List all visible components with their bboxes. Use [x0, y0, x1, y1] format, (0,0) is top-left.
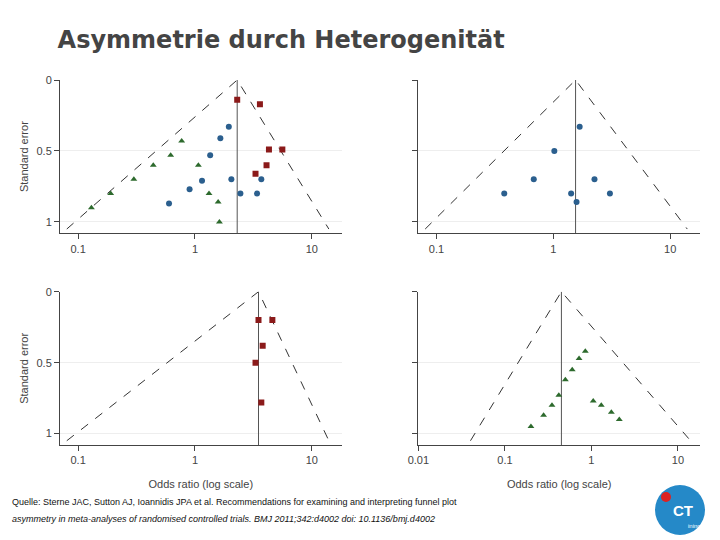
svg-text:Asymmetrie durch Heterogenität: Asymmetrie durch Heterogenität [58, 26, 505, 54]
svg-text:0.1: 0.1 [70, 454, 85, 466]
svg-text:0.1: 0.1 [70, 243, 85, 255]
svg-text:10: 10 [664, 243, 676, 255]
svg-text:1: 1 [550, 243, 556, 255]
svg-text:Standard error: Standard error [18, 121, 30, 192]
svg-text:Quelle: Sterne JAC, Sutton AJ,: Quelle: Sterne JAC, Sutton AJ, Ioannidis… [12, 497, 457, 507]
svg-text:0.5: 0.5 [37, 145, 52, 157]
svg-text:ining: ining [688, 523, 701, 529]
svg-text:1: 1 [46, 427, 52, 439]
svg-text:Odds ratio (log scale): Odds ratio (log scale) [149, 478, 254, 490]
svg-text:10: 10 [672, 454, 684, 466]
svg-text:Odds ratio (log scale): Odds ratio (log scale) [507, 478, 612, 490]
svg-text:0: 0 [46, 74, 52, 86]
svg-text:1: 1 [46, 216, 52, 228]
svg-text:0.1: 0.1 [429, 243, 444, 255]
svg-text:10: 10 [306, 454, 318, 466]
svg-text:0.1: 0.1 [497, 454, 512, 466]
svg-text:1: 1 [192, 454, 198, 466]
svg-text:0.01: 0.01 [408, 454, 429, 466]
svg-text:10: 10 [306, 243, 318, 255]
svg-text:1: 1 [192, 243, 198, 255]
svg-text:Standard error: Standard error [18, 333, 30, 404]
svg-text:0.5: 0.5 [37, 357, 52, 369]
svg-text:asymmetry in meta-analyses of: asymmetry in meta-analyses of randomised… [12, 514, 435, 524]
svg-text:0: 0 [46, 286, 52, 298]
svg-text:CT: CT [673, 502, 693, 519]
svg-text:1: 1 [588, 454, 594, 466]
